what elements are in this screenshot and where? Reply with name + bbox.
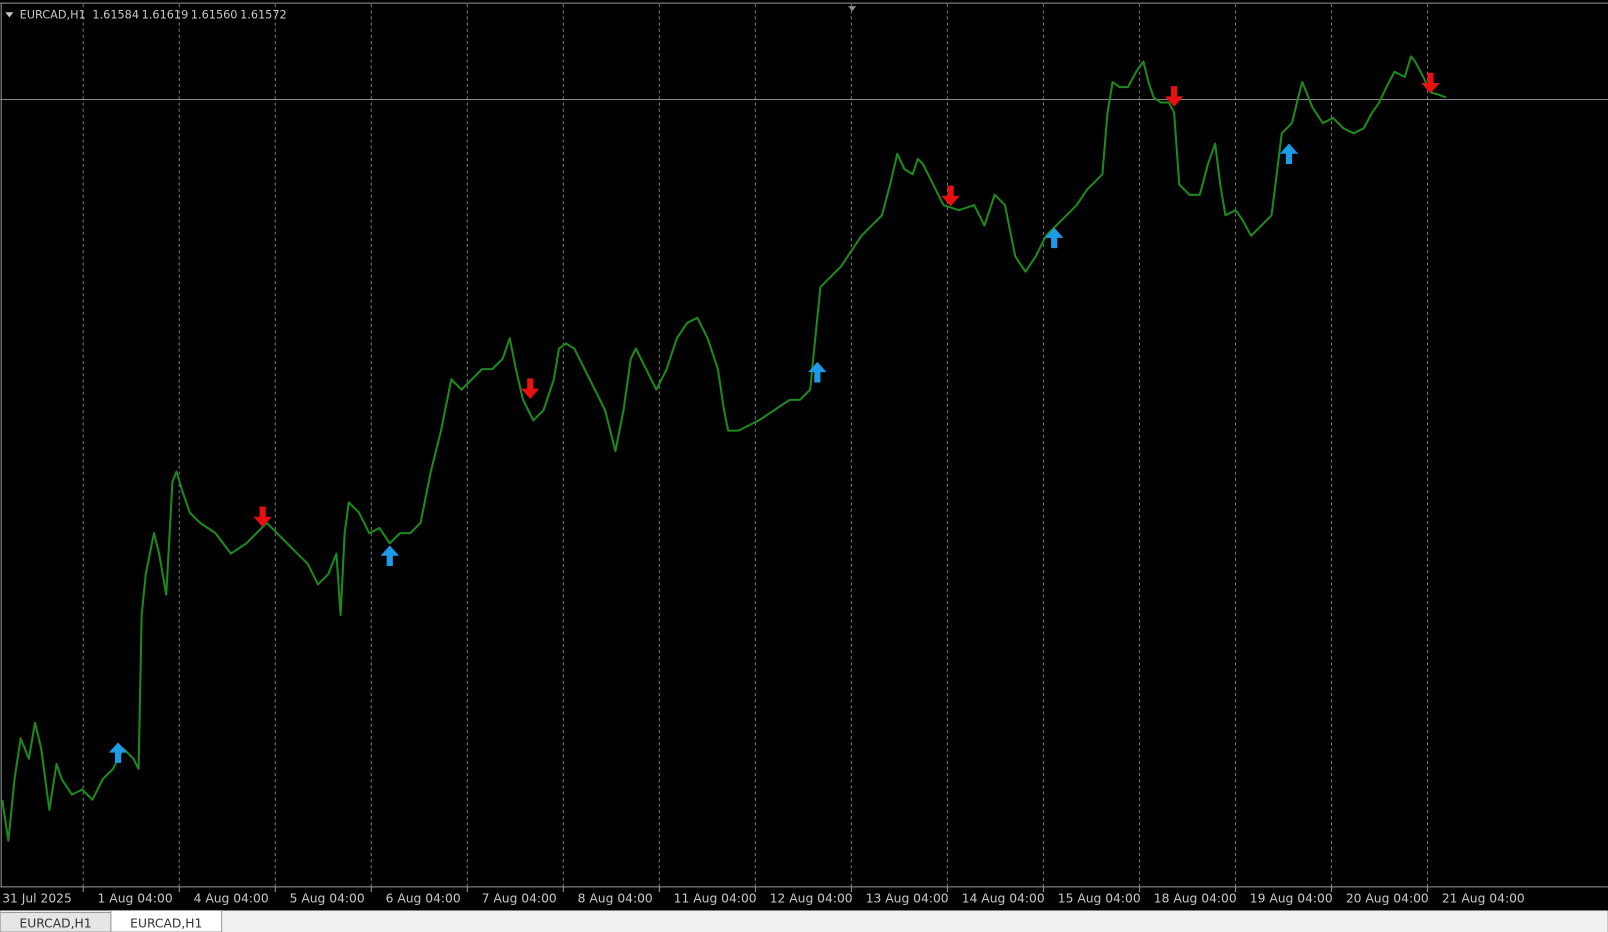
price-line xyxy=(1,55,1447,842)
sell-arrow xyxy=(1421,72,1440,94)
ohlc-value: 1.61572 xyxy=(240,8,287,21)
buy-arrow xyxy=(380,545,400,566)
time-label: 7 Aug 04:00 xyxy=(482,892,557,906)
buy-arrow xyxy=(108,742,128,763)
tabs: EURCAD,H1 EURCAD,H1 xyxy=(0,909,223,932)
time-label: 31 Jul 2025 xyxy=(2,892,72,906)
time-axis: 31 Jul 2025 1 Aug 04:00 4 Aug 04:00 5 Aug 0… xyxy=(2,886,1525,906)
tab-label: EURCAD,H1 xyxy=(130,916,202,930)
ohlc-values: 1.61584 1.61619 1.61560 1.61572 xyxy=(92,8,286,21)
buy-arrow xyxy=(1044,227,1064,249)
time-label: 14 Aug 04:00 xyxy=(962,892,1045,906)
chart-background xyxy=(0,0,1608,910)
time-label: 4 Aug 04:00 xyxy=(194,892,269,906)
buy-arrow xyxy=(1279,143,1299,165)
symbol: EURCAD,H1 xyxy=(20,8,86,21)
sell-arrow xyxy=(1164,86,1184,107)
time-label: 13 Aug 04:00 xyxy=(866,892,949,906)
header-toggle[interactable] xyxy=(5,12,14,18)
time-label: 18 Aug 04:00 xyxy=(1154,892,1237,906)
time-label: 19 Aug 04:00 xyxy=(1250,892,1333,906)
time-label: 5 Aug 04:00 xyxy=(290,892,365,906)
sell-arrow xyxy=(253,506,272,528)
ohlc-value: 1.61584 xyxy=(92,8,139,21)
time-label: 21 Aug 04:00 xyxy=(1442,892,1525,906)
tab-label: EURCAD,H1 xyxy=(19,916,91,930)
time-label: 6 Aug 04:00 xyxy=(386,892,461,906)
time-label: 1 Aug 04:00 xyxy=(98,892,173,906)
time-label: 20 Aug 04:00 xyxy=(1346,892,1429,906)
time-label: 11 Aug 04:00 xyxy=(674,892,757,906)
tab-bar xyxy=(0,910,1608,932)
time-label: 15 Aug 04:00 xyxy=(1058,892,1141,906)
ohlc-value: 1.61560 xyxy=(191,8,238,21)
time-label: 8 Aug 04:00 xyxy=(578,892,653,906)
ohlc-value: 1.61619 xyxy=(142,8,189,21)
time-label: 12 Aug 04:00 xyxy=(770,892,853,906)
shift-marker xyxy=(848,6,857,12)
sell-arrow xyxy=(521,378,540,399)
